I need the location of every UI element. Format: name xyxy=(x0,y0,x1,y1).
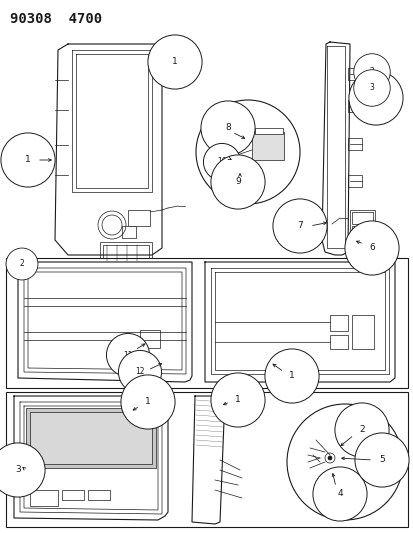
Text: 2: 2 xyxy=(19,260,24,269)
Bar xyxy=(88,490,110,500)
Bar xyxy=(351,212,372,224)
Circle shape xyxy=(327,456,331,460)
Bar xyxy=(347,68,361,80)
Text: 1: 1 xyxy=(172,58,178,67)
Bar xyxy=(122,226,136,238)
Text: 12: 12 xyxy=(135,367,145,376)
Bar xyxy=(62,490,84,500)
Text: 90308  4700: 90308 4700 xyxy=(10,12,102,26)
Bar xyxy=(254,128,282,134)
Text: 1: 1 xyxy=(235,395,240,405)
Bar xyxy=(351,226,365,238)
Text: 9: 9 xyxy=(235,177,240,187)
Bar xyxy=(351,315,373,349)
Text: 3: 3 xyxy=(15,465,21,474)
Bar xyxy=(252,132,283,160)
Text: 3: 3 xyxy=(369,84,373,93)
Text: 7: 7 xyxy=(297,222,302,230)
Text: 6: 6 xyxy=(368,244,374,253)
Text: 2: 2 xyxy=(369,68,373,77)
Bar xyxy=(103,245,149,261)
Text: 5: 5 xyxy=(378,456,384,464)
Bar xyxy=(140,330,159,348)
Bar xyxy=(30,490,58,506)
Bar xyxy=(347,100,361,112)
Bar xyxy=(347,138,361,150)
Text: 8: 8 xyxy=(225,124,230,133)
Bar xyxy=(30,412,152,464)
Text: 1: 1 xyxy=(145,398,150,407)
Bar xyxy=(347,175,361,187)
Bar xyxy=(100,242,152,264)
Text: 1: 1 xyxy=(25,156,31,165)
Bar xyxy=(6,258,407,388)
Text: 1: 1 xyxy=(288,372,294,381)
Text: 2: 2 xyxy=(358,425,364,434)
Text: 1: 1 xyxy=(372,93,378,102)
Bar xyxy=(128,210,150,226)
Text: 11: 11 xyxy=(123,351,133,359)
Text: 4: 4 xyxy=(336,489,342,498)
Bar xyxy=(26,408,156,468)
Bar xyxy=(329,335,347,349)
Bar xyxy=(349,210,374,240)
Bar xyxy=(329,315,347,331)
Bar xyxy=(6,392,407,527)
Text: 10: 10 xyxy=(217,157,226,166)
